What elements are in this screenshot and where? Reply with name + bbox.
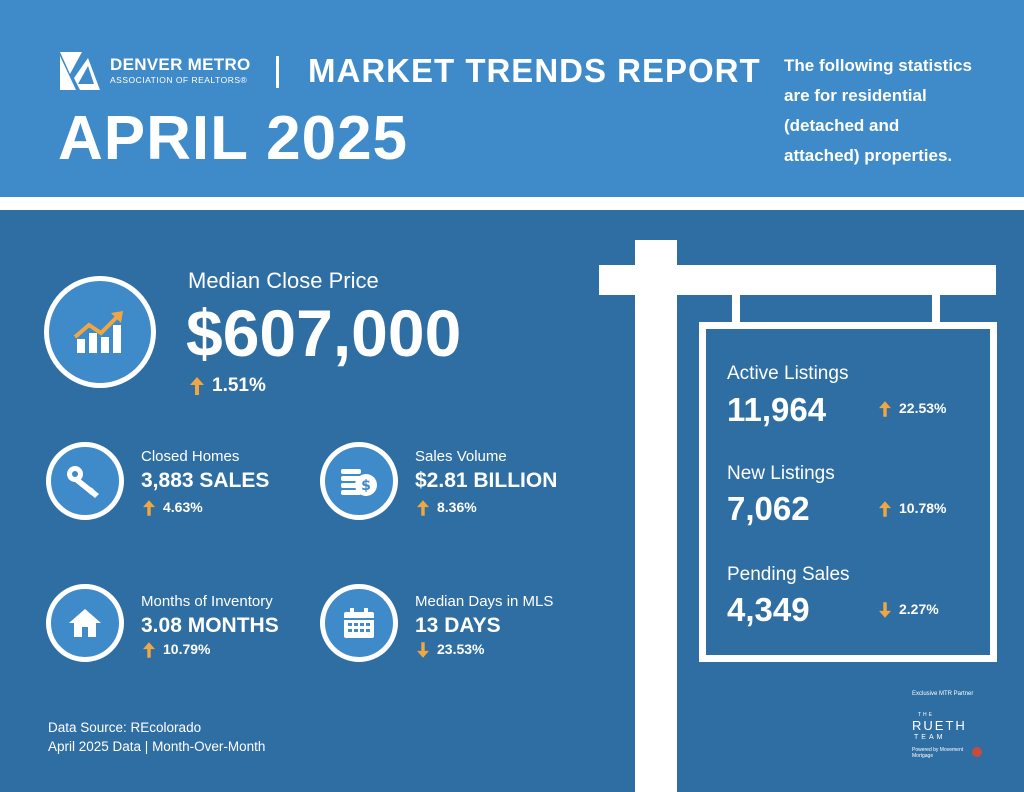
stat-value: 3,883 SALES [141, 469, 270, 492]
change-value: 22.53% [899, 400, 947, 416]
change-value: 2.27% [899, 601, 939, 617]
key-icon [67, 466, 99, 498]
sign-hook [732, 295, 740, 323]
trend-chart-icon [73, 311, 123, 353]
partner-powered-by: Powered by Movement Mortgage [912, 747, 964, 759]
partner-label: Exclusive MTR Partner [912, 691, 974, 697]
stat-label: Months of Inventory [141, 593, 273, 610]
coins-icon: $ [341, 469, 377, 496]
movement-mortgage-icon [972, 747, 982, 757]
calendar-icon [344, 608, 374, 638]
partner-logo-name: RUETH [912, 718, 967, 733]
report-title: MARKET TRENDS REPORT [308, 52, 761, 89]
change-value: 10.79% [163, 641, 211, 657]
median-price-badge [44, 276, 156, 388]
change-value: 4.63% [163, 499, 203, 515]
sign-item-change: 2.27% [879, 601, 939, 619]
intro-line: (detached and [784, 116, 900, 135]
report-month: APRIL 2025 [58, 104, 409, 173]
sign-item-value: 4,349 [727, 591, 810, 628]
listing-sign [699, 322, 997, 662]
arrow-up-icon [879, 401, 891, 418]
stat-label: Median Days in MLS [415, 593, 554, 610]
intro-line: are for residential [784, 86, 927, 105]
brand-subtitle: ASSOCIATION OF REALTORS® [110, 75, 248, 85]
closed-homes-badge [46, 442, 124, 520]
arrow-up-icon [879, 501, 891, 518]
intro-line: The following statistics [784, 56, 972, 75]
stat-label: Sales Volume [415, 448, 507, 465]
arrow-up-icon [417, 500, 429, 517]
header-band [0, 0, 1024, 197]
data-source: Data Source: REcolorado [48, 720, 202, 735]
sign-item-label: Active Listings [727, 363, 849, 384]
intro-line: attached) properties. [784, 146, 953, 165]
change-value: 1.51% [212, 375, 266, 396]
header-divider [276, 56, 279, 88]
stat-change: 8.36% [417, 499, 477, 517]
sign-item-value: 7,062 [727, 490, 810, 527]
partner-logo-team: TEAM [914, 734, 946, 741]
svg-text:$: $ [361, 478, 371, 494]
stat-change: 23.53% [417, 641, 485, 659]
sign-hook [932, 295, 940, 323]
arrow-down-icon [879, 602, 891, 619]
sign-post [635, 240, 677, 792]
median-price-change: 1.51% [190, 375, 266, 397]
stat-change: 4.63% [143, 499, 203, 517]
partner-logo-the: THE [918, 712, 934, 718]
change-value: 23.53% [437, 641, 485, 657]
median-price-value: $607,000 [186, 296, 462, 370]
stat-value: 13 DAYS [415, 614, 501, 637]
sign-item-label: Pending Sales [727, 564, 850, 585]
sign-item-label: New Listings [727, 463, 835, 484]
sign-item-value: 11,964 [727, 391, 827, 428]
change-value: 8.36% [437, 499, 477, 515]
arrow-down-icon [417, 642, 429, 659]
months-inventory-badge [46, 584, 124, 662]
median-days-badge [320, 584, 398, 662]
brand-name: DENVER METRO [110, 55, 251, 74]
arrow-up-icon [190, 376, 204, 395]
stat-value: 3.08 MONTHS [141, 614, 279, 637]
data-period: April 2025 Data | Month-Over-Month [48, 739, 266, 754]
sales-volume-badge: $ [320, 442, 398, 520]
stat-label: Closed Homes [141, 448, 240, 465]
arrow-up-icon [143, 500, 155, 517]
house-icon [69, 609, 101, 637]
stat-change: 10.79% [143, 641, 211, 659]
median-price-label: Median Close Price [188, 268, 379, 293]
stat-value: $2.81 BILLION [415, 469, 558, 492]
change-value: 10.78% [899, 500, 947, 516]
sign-item-change: 10.78% [879, 500, 947, 518]
dmar-logo-icon [60, 52, 100, 90]
sign-item-change: 22.53% [879, 400, 947, 418]
intro-text: The following statistics are for residen… [784, 51, 1014, 171]
arrow-up-icon [143, 642, 155, 659]
sign-post-arm [599, 265, 996, 295]
